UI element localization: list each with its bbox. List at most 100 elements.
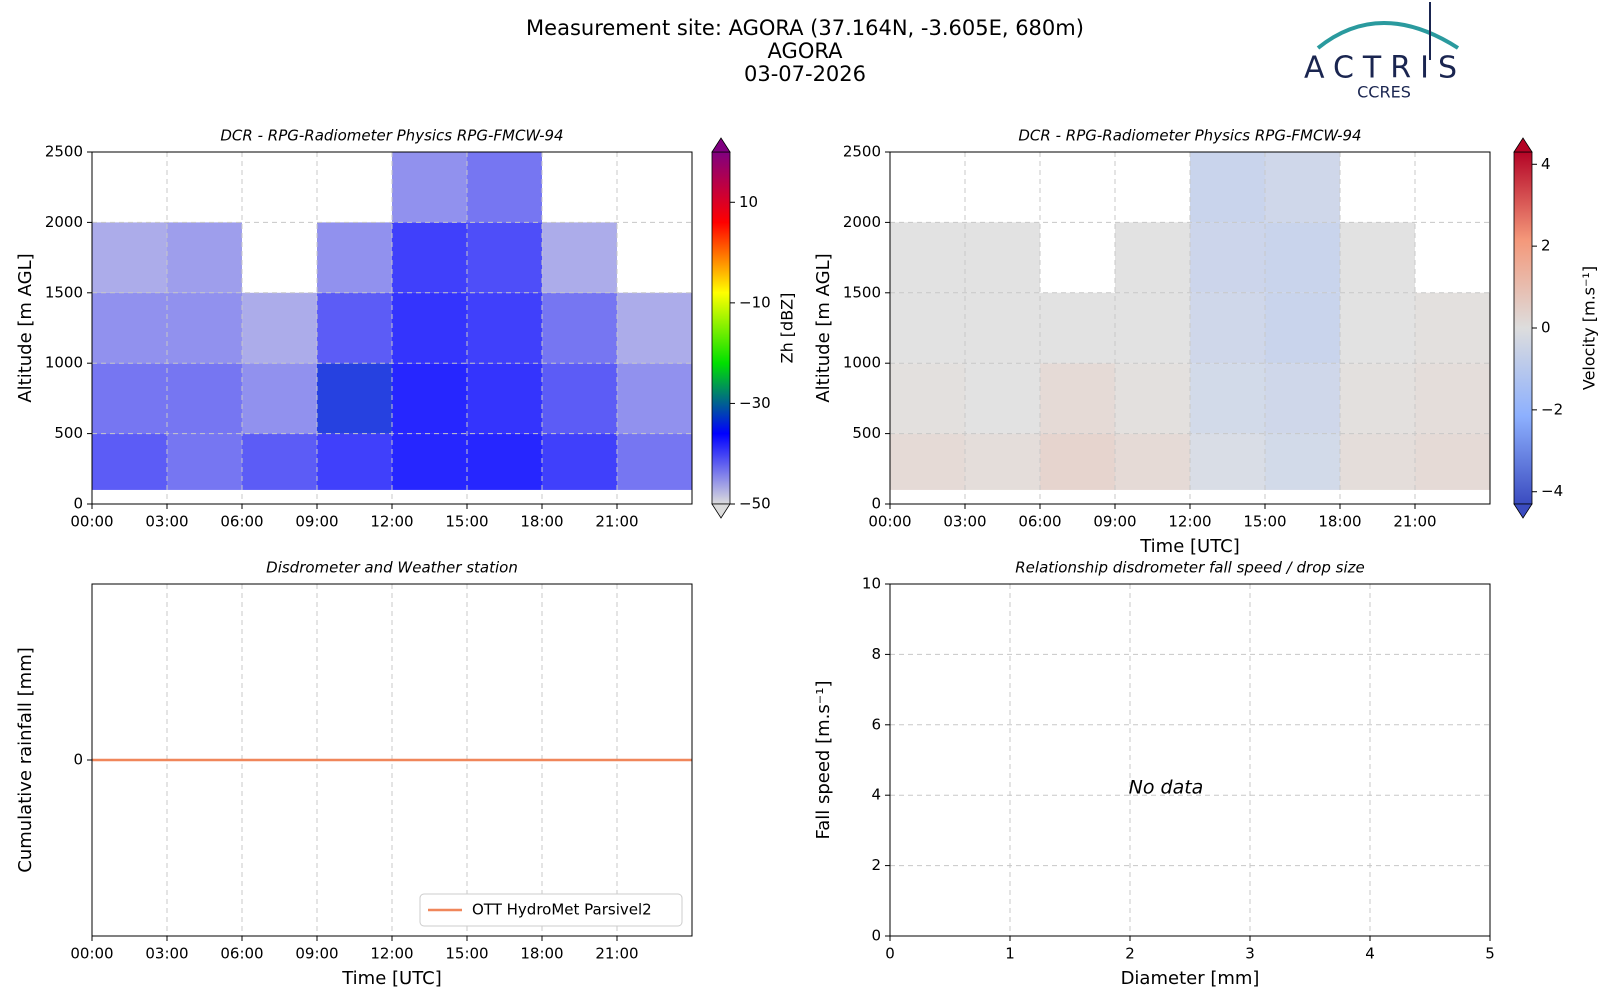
heatmap-cell [167, 363, 242, 434]
heatmap-cell [167, 222, 242, 293]
x-tick-label: 18:00 [1318, 513, 1361, 531]
x-tick-label: 0 [885, 945, 895, 963]
y-tick-label: 0 [73, 751, 83, 769]
colorbar-tick-label: −50 [739, 495, 771, 513]
heatmap-cell [167, 292, 242, 364]
heatmap-cell [1115, 363, 1190, 434]
x-tick-label: 09:00 [1093, 513, 1136, 531]
heatmap-cell [890, 222, 965, 293]
x-tick-label: 18:00 [520, 513, 563, 531]
heatmap-cell [542, 292, 617, 364]
heatmap-cell [1340, 222, 1415, 293]
colorbar-tick-label: 4 [1541, 155, 1551, 173]
heatmap-cell [317, 222, 392, 293]
figure-title: Measurement site: AGORA (37.164N, -3.605… [526, 16, 1084, 40]
heatmap-cell [1115, 222, 1190, 293]
y-tick-label: 2000 [843, 213, 881, 231]
x-tick-label: 4 [1365, 945, 1375, 963]
heatmap-cell [890, 363, 965, 434]
heatmap-cell [467, 152, 542, 223]
y-tick-label: 0 [871, 495, 881, 513]
x-tick-label: 06:00 [220, 513, 263, 531]
y-tick-label: 0 [73, 495, 83, 513]
y-tick-label: 500 [852, 424, 881, 442]
heatmap-cell [1040, 363, 1115, 434]
heatmap-cell [890, 292, 965, 364]
figure-subtitle: AGORA [768, 39, 844, 63]
panel: Relationship disdrometer fall speed / dr… [813, 559, 1495, 990]
colorbar-extend-top [711, 137, 731, 153]
panel-title: Relationship disdrometer fall speed / dr… [1015, 559, 1365, 577]
x-tick-label: 21:00 [595, 513, 638, 531]
logo: ACTRIS CCRES [1304, 2, 1466, 102]
y-tick-label: 500 [54, 424, 83, 442]
x-tick-label: 3 [1245, 945, 1255, 963]
heatmap-cell [242, 292, 317, 364]
heatmap-cell [1265, 363, 1340, 434]
x-axis-label: Diameter [mm] [1121, 968, 1260, 989]
figure-date: 03-07-2026 [744, 62, 866, 86]
legend-box [419, 893, 683, 927]
heatmap-cell [1265, 292, 1340, 364]
x-tick-label: 06:00 [220, 945, 263, 963]
y-tick-label: 6 [871, 715, 881, 733]
x-tick-label: 5 [1485, 945, 1495, 963]
heatmap-cell [167, 433, 242, 490]
heatmap-cell [317, 292, 392, 364]
y-axis-label: Fall speed [m.s⁻¹] [813, 681, 834, 840]
heatmap-cell [92, 292, 167, 364]
colorbar-tick-label: 0 [1541, 319, 1551, 337]
y-tick-label: 1500 [843, 283, 881, 301]
colorbar-extend-bottom [711, 503, 731, 519]
colorbar-extend-bottom [1513, 503, 1533, 519]
plot-frame [91, 151, 693, 505]
heatmap-cell [392, 152, 467, 223]
x-tick-label: 09:00 [295, 945, 338, 963]
x-tick-label: 18:00 [520, 945, 563, 963]
x-tick-label: 09:00 [295, 513, 338, 531]
panel: DCR - RPG-Radiometer Physics RPG-FMCW-94… [813, 127, 1599, 558]
panel: DCR - RPG-Radiometer Physics RPG-FMCW-94… [15, 127, 797, 531]
heatmap-cell [1040, 433, 1115, 490]
colorbar-tick-label: 10 [739, 193, 758, 211]
x-tick-label: 03:00 [943, 513, 986, 531]
heatmap-cell [1340, 363, 1415, 434]
heatmap-cell [317, 363, 392, 434]
heatmap-cell [1415, 363, 1490, 434]
x-axis-label: Time [UTC] [341, 968, 442, 989]
heatmap-cell [1265, 433, 1340, 490]
heatmap-cell [965, 222, 1040, 293]
colorbar-tick-label: −4 [1541, 482, 1563, 500]
heatmap-cell [92, 363, 167, 434]
heatmap-cell [467, 222, 542, 293]
heatmap-cell [965, 292, 1040, 364]
y-tick-label: 8 [871, 645, 881, 663]
panel-title: DCR - RPG-Radiometer Physics RPG-FMCW-94 [220, 127, 563, 145]
y-tick-label: 1000 [45, 354, 83, 372]
x-axis-label: Time [UTC] [1139, 536, 1240, 557]
heatmap-cell [1265, 222, 1340, 293]
heatmap-cell [542, 222, 617, 293]
heatmap-cell [242, 433, 317, 490]
plot-frame [889, 583, 1491, 937]
heatmap-cell [965, 363, 1040, 434]
logo-text: ACTRIS [1304, 51, 1466, 86]
heatmap-cell [1040, 292, 1115, 364]
heatmap-cell [542, 363, 617, 434]
panel-title: DCR - RPG-Radiometer Physics RPG-FMCW-94 [1018, 127, 1361, 145]
y-axis-label: Cumulative rainfall [mm] [15, 647, 36, 873]
heatmap-cell [92, 433, 167, 490]
colorbar-tick-label: 2 [1541, 237, 1551, 255]
heatmap-cell [92, 222, 167, 293]
plot-frame [889, 151, 1491, 505]
colorbar-extend-top [1513, 137, 1533, 153]
heatmap-cell [1265, 152, 1340, 223]
heatmap-cell [242, 363, 317, 434]
y-tick-label: 2500 [843, 143, 881, 161]
y-tick-label: 2500 [45, 143, 83, 161]
annotation: No data [1129, 777, 1204, 799]
heatmap-cell [392, 433, 467, 490]
y-tick-label: 1500 [45, 283, 83, 301]
heatmap-cell [467, 363, 542, 434]
x-tick-label: 12:00 [370, 945, 413, 963]
